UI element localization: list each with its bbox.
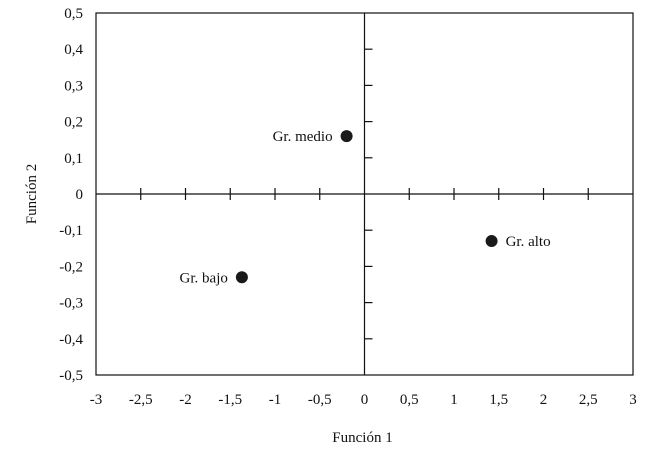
axes [96, 13, 633, 375]
data-point-label: Gr. bajo [180, 270, 228, 286]
data-point-label: Gr. alto [506, 234, 551, 250]
x-tick-label: -2 [179, 392, 192, 408]
x-tick-label: 1 [450, 392, 458, 408]
data-point [340, 130, 353, 143]
x-tick-label: -1,5 [218, 392, 242, 408]
y-tick-label: -0,3 [59, 296, 83, 312]
x-tick-label: 2,5 [579, 392, 598, 408]
x-tick-label: -1 [269, 392, 282, 408]
y-tick-label: 0,2 [64, 115, 83, 131]
y-tick-label: 0,5 [64, 6, 83, 22]
x-tick-label: -2,5 [129, 392, 153, 408]
y-ticks: 0,5 0,4 0,3 0,2 0,1 0 -0,1 -0,2 -0,3 -0,4 -0,5 [59, 6, 373, 384]
data-point [485, 235, 498, 248]
y-axis-title: Función 2 [24, 164, 40, 224]
x-tick-label: -3 [90, 392, 103, 408]
x-tick-label: 0 [361, 392, 369, 408]
x-ticks: -3 -2,5 -2 -1,5 -1 -0,5 0 0,5 1 1,5 2 2,5 3 [90, 188, 637, 408]
x-tick-label: 1,5 [489, 392, 508, 408]
y-tick-label: 0,3 [64, 78, 83, 94]
x-tick-label: -0,5 [308, 392, 332, 408]
x-tick-label: 3 [629, 392, 637, 408]
x-axis-title: Función 1 [332, 430, 392, 446]
data-points: Gr. medio Gr. alto Gr. bajo [180, 129, 551, 286]
y-tick-label: -0,5 [59, 368, 83, 384]
data-point-label: Gr. medio [273, 129, 333, 145]
y-tick-label: -0,4 [59, 332, 83, 348]
y-tick-label: -0,2 [59, 259, 83, 275]
y-tick-label: -0,1 [59, 223, 83, 239]
y-tick-label: 0,4 [64, 42, 83, 58]
y-tick-label: 0,1 [64, 151, 83, 167]
y-tick-label: 0 [76, 187, 84, 203]
data-point [235, 271, 248, 284]
x-tick-label: 0,5 [400, 392, 419, 408]
x-tick-label: 2 [540, 392, 548, 408]
